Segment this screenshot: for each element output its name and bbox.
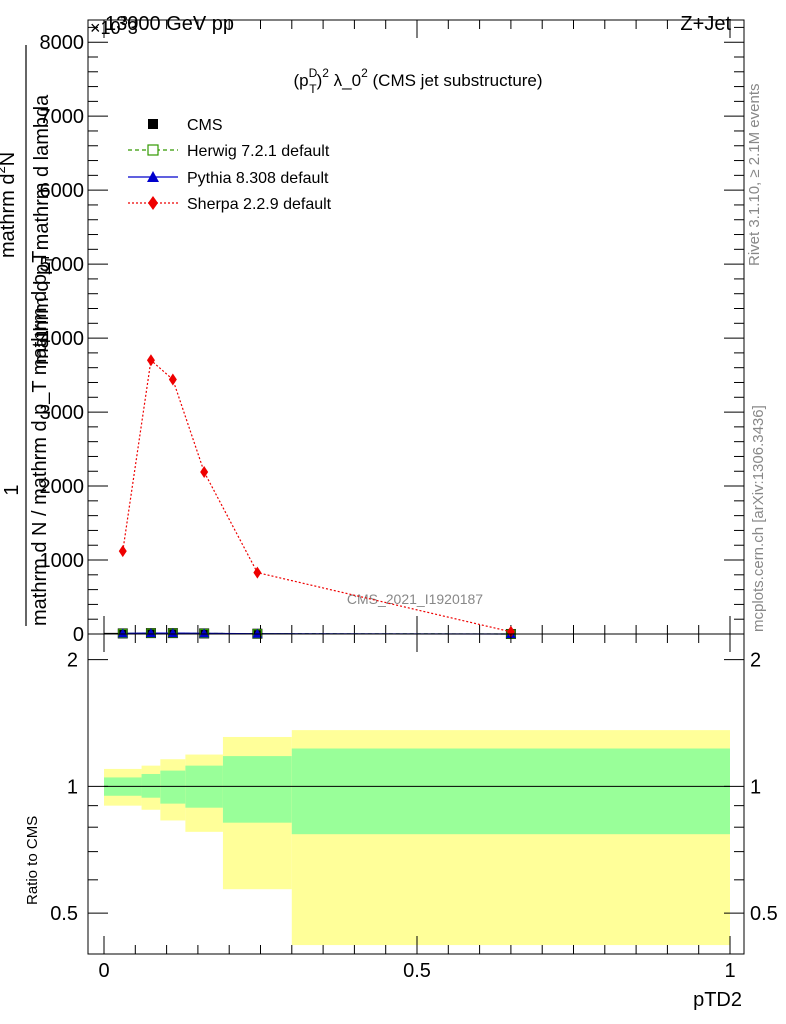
y-tick-label: 6000 (40, 180, 85, 202)
y-label-line4-a: mathrm d p (31, 264, 53, 365)
ratio-y-tick-label-left: 2 (67, 650, 78, 672)
sherpa-point (200, 465, 209, 478)
exponent-base: ×10 (90, 18, 121, 38)
pythia-point (145, 628, 156, 638)
legend-marker-sherpa (148, 196, 158, 210)
legend-marker-pythia (147, 171, 159, 182)
legend-label-herwig: Herwig 7.2.1 default (187, 143, 330, 160)
energy-label: 13000 GeV pp (105, 13, 234, 35)
pythia-point (167, 628, 178, 638)
y-tick-label: 1000 (40, 550, 85, 572)
pythia-point (252, 628, 263, 638)
ratio-inner-band-bin (160, 770, 186, 804)
ratio-frame (87, 633, 745, 955)
y-tick-label: 7000 (40, 106, 85, 128)
y-label-line3-c: N (0, 152, 19, 166)
title-end: (CMS jet substructure) (368, 71, 543, 90)
sherpa-line (122, 359, 512, 633)
legend: CMS Herwig 7.2.1 default Pythia 8.308 defa… (128, 117, 332, 213)
title-sup3: 2 (361, 66, 368, 80)
y-label-line3-sup: 2 (0, 166, 8, 173)
ratio-inner-band-bin (141, 773, 161, 798)
title-mid: ) (317, 71, 323, 90)
sherpa-point (506, 625, 515, 638)
sherpa-point (168, 373, 177, 386)
y-tick-label: 8000 (40, 32, 85, 54)
exponent-residue: 3 (128, 18, 138, 38)
pythia-point (199, 628, 210, 638)
x-tick-label: 1 (724, 960, 735, 982)
main-x-ticks (103, 20, 731, 634)
main-y-ticks: 0 1000 2000 3000 4000 5000 6000 7000 8000 (40, 26, 744, 646)
ratio-y-tick-label-left: 0.5 (50, 903, 78, 925)
ratio-y-axis-label: Ratio to CMS (24, 816, 41, 905)
title-sup2: 2 (322, 66, 329, 80)
ratio-x-ticks: 0 0.5 1 (98, 634, 736, 982)
title-sup1: D (309, 66, 318, 80)
y-label-line3: mathrm d2N (0, 152, 19, 258)
y-label-line4-tail: mathrm d lambda (31, 94, 53, 256)
main-frame (87, 19, 745, 635)
sherpa-point (118, 545, 127, 558)
legend-marker-herwig (147, 144, 159, 156)
process-label: Z+Jet (680, 13, 731, 35)
y-tick-label: 3000 (40, 402, 85, 424)
y-tick-label: 5000 (40, 254, 85, 276)
legend-label-cms: CMS (187, 117, 223, 134)
rivet-label: Rivet 3.1.10, ≥ 2.1M events (746, 84, 763, 267)
ratio-y-ticks: 0.5 0.5 1 1 2 2 (50, 650, 778, 926)
sherpa-point (146, 354, 155, 367)
ratio-y-tick-label-left: 1 (67, 776, 78, 798)
legend-marker-cms (148, 119, 158, 129)
main-panel: 0 1000 2000 3000 4000 5000 6000 7000 8000 CMS_20… (40, 19, 745, 646)
y-label-line4-sub: T (42, 256, 57, 264)
title-base: (p (293, 71, 308, 90)
pythia-point (117, 628, 128, 638)
ratio-y-tick-label-right: 1 (750, 776, 761, 798)
ratio-bands (104, 730, 730, 946)
legend-label-pythia: Pythia 8.308 default (187, 170, 329, 187)
x-tick-label: 0 (98, 960, 109, 982)
main-y-axis-label: 1 mathrm d N / mathrm d p_T mathrm d p_T… (0, 45, 57, 626)
y-tick-label: 2000 (40, 476, 85, 498)
y-tick-label: 4000 (40, 328, 85, 350)
ratio-y-tick-label-right: 0.5 (750, 903, 778, 925)
legend-label-sherpa: Sherpa 2.2.9 default (187, 196, 332, 213)
y-label-line2: mathrm d N / mathrm d p_T mathrm d p_T (29, 251, 51, 626)
y-label-line1: 1 (1, 484, 23, 495)
ratio-y-tick-label-right: 2 (750, 650, 761, 672)
x-tick-label: 0.5 (403, 960, 431, 982)
sherpa-point (253, 566, 262, 579)
ratio-inner-band-bin (291, 748, 730, 835)
plot-title: (pD T)2 λ_02 (CMS jet substructure) (293, 66, 542, 96)
ratio-inner-band-bin (222, 756, 292, 823)
watermark: CMS_2021_I1920187 (347, 591, 483, 607)
y-tick-label: 0 (73, 624, 84, 646)
title-tail: λ_0 (329, 71, 361, 90)
mcplots-label: mcplots.cern.ch [arXiv:1306.3436] (750, 405, 767, 632)
ratio-panel: 0.5 0.51 12 2 0 0.5 1 Ratio to CMS pTD2 (24, 633, 778, 1011)
y-label-line4: mathrm d pT mathrm d lambda (31, 94, 57, 365)
title-sub1: T (309, 82, 317, 96)
x-axis-label: pTD2 (693, 989, 742, 1011)
y-label-line3-a: mathrm d (0, 174, 19, 258)
